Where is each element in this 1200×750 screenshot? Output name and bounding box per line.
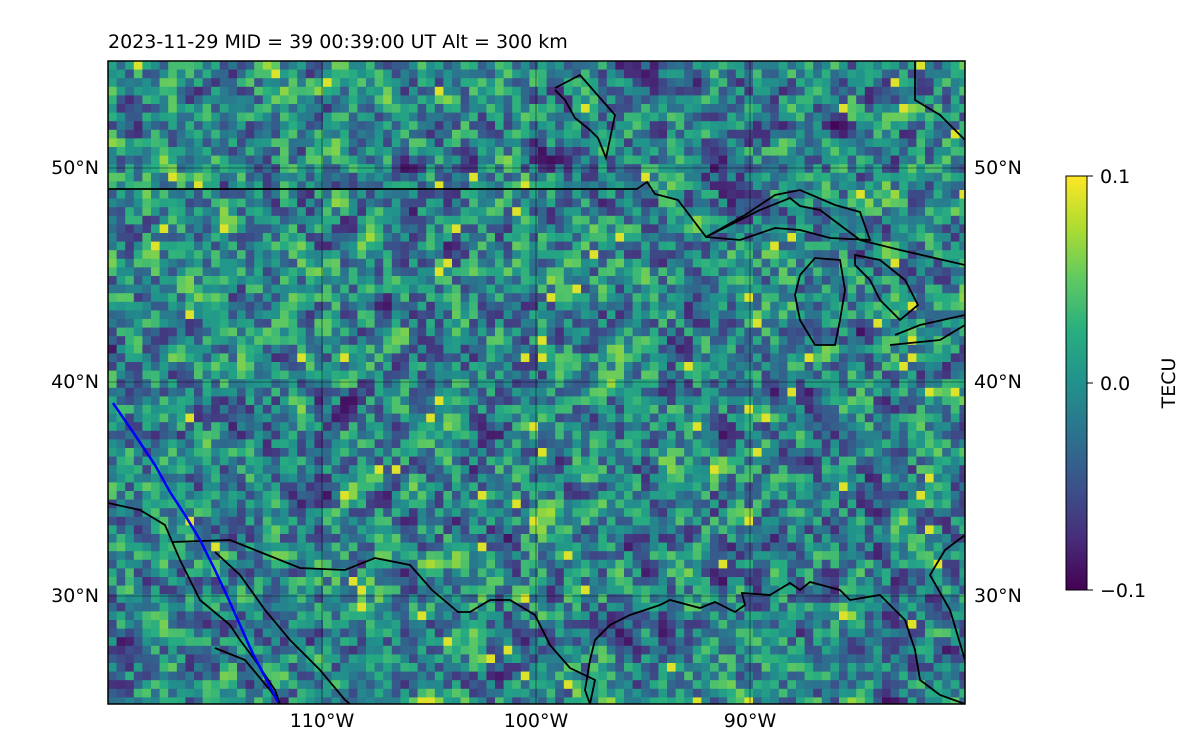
colorbar-tick-min: −0.1 xyxy=(1100,580,1146,602)
baja-coast xyxy=(214,551,351,704)
colorbar: 0.1 0.0 −0.1 TECU xyxy=(1065,166,1180,602)
lat-label-left-30: 30°N xyxy=(51,585,99,607)
tec-heatmap xyxy=(108,61,965,704)
lat-label-right-40: 40°N xyxy=(974,371,1022,393)
satellite-track xyxy=(111,402,280,703)
lon-label-90w: 90°W xyxy=(724,710,777,732)
gulf-coast xyxy=(584,581,965,704)
lon-label-110w: 110°W xyxy=(290,710,355,732)
colorbar-gradient xyxy=(1065,175,1088,591)
lat-label-left-40: 40°N xyxy=(51,371,99,393)
lake-superior xyxy=(705,189,872,241)
lat-label-right-30: 30°N xyxy=(974,585,1022,607)
lake-huron xyxy=(854,253,920,322)
coastlines-borders xyxy=(108,61,965,704)
lake-erie-ontario xyxy=(889,314,965,346)
hudson-bay-coast xyxy=(554,73,616,162)
florida-coast xyxy=(928,534,965,661)
lat-label-left-50: 50°N xyxy=(51,157,99,179)
map-frame xyxy=(107,60,966,705)
lon-label-100w: 100°W xyxy=(504,710,569,732)
colorbar-label: TECU xyxy=(1158,358,1180,410)
lat-label-right-50: 50°N xyxy=(974,157,1022,179)
hudson-coast-east xyxy=(914,61,965,141)
colorbar-tick-zero: 0.0 xyxy=(1100,373,1130,395)
colorbar-tick-max: 0.1 xyxy=(1100,166,1130,188)
us-mexico-border xyxy=(171,539,597,704)
lake-michigan xyxy=(794,257,846,346)
map-title: 2023-11-29 MID = 39 00:39:00 UT Alt = 30… xyxy=(108,31,568,53)
map-gridlines xyxy=(108,61,965,704)
